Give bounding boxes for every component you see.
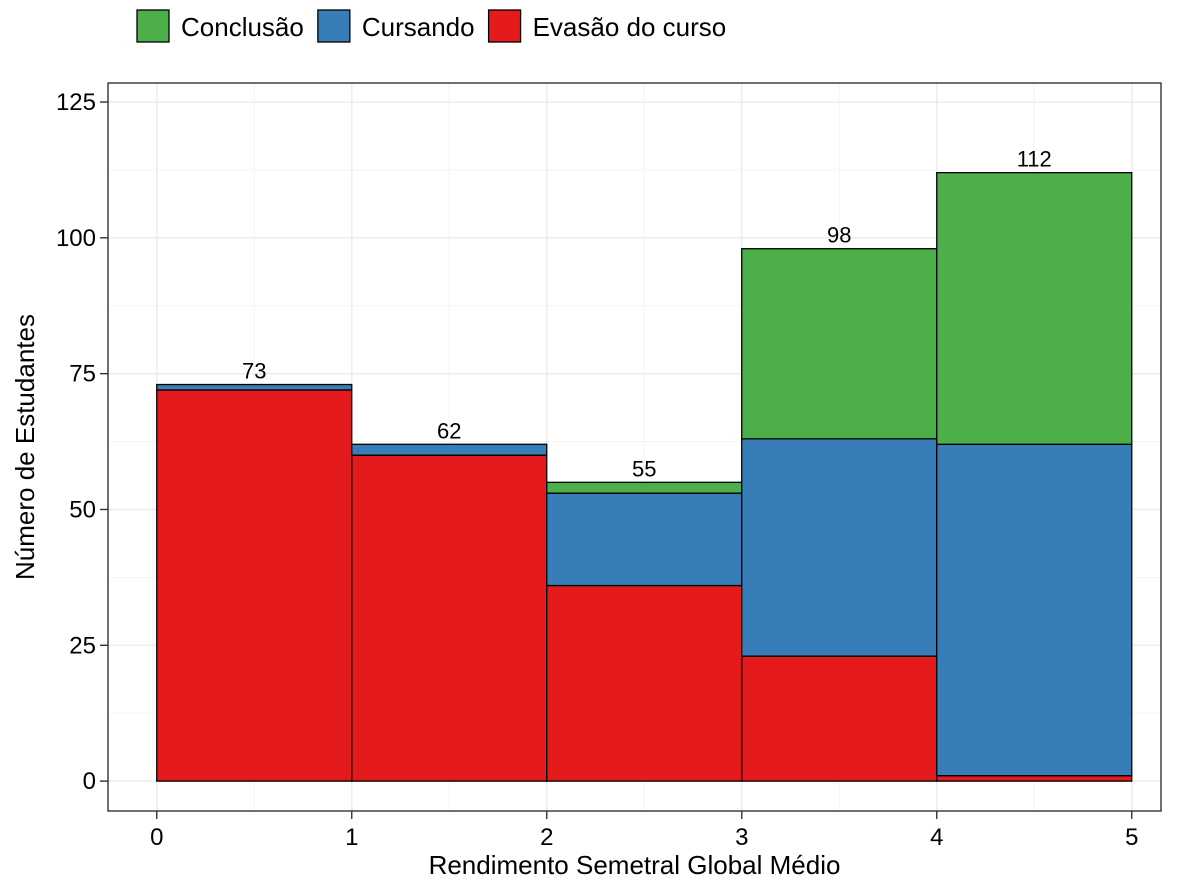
y-tick-label: 75 xyxy=(69,361,96,388)
bar-segment-cursando xyxy=(351,443,548,456)
bar-segment-cursando xyxy=(546,492,743,587)
x-axis-title: Rendimento Semetral Global Médio xyxy=(429,850,841,880)
y-tick-label: 25 xyxy=(69,632,96,659)
bar-segment-evasão-do-curso xyxy=(351,454,548,782)
legend: Conclusão Cursando Evasão do curso xyxy=(136,9,727,43)
x-tick-label: 4 xyxy=(930,824,943,851)
bar-segment-conclusão xyxy=(741,248,938,440)
panel-border xyxy=(107,82,1162,812)
bar-segment-evasão-do-curso xyxy=(156,389,353,782)
legend-swatch xyxy=(487,9,522,43)
y-tick-label: 50 xyxy=(69,496,96,523)
bar-segment-evasão-do-curso xyxy=(741,655,938,782)
y-tick-label: 100 xyxy=(56,225,96,252)
bar-total-label: 73 xyxy=(242,359,266,384)
legend-swatch xyxy=(317,9,351,43)
bar-segment-conclusão xyxy=(936,171,1133,445)
y-tick-label: 125 xyxy=(56,89,96,116)
y-tick-label: 0 xyxy=(83,768,96,795)
x-tick-label: 0 xyxy=(150,824,163,851)
bar-segment-conclusão xyxy=(546,481,743,494)
x-axis: 0 1 2 3 4 5 xyxy=(150,811,1138,851)
bar-total-label: 112 xyxy=(1017,147,1052,172)
legend-item: Evasão do curso xyxy=(487,9,727,43)
legend-label: Conclusão xyxy=(181,12,304,42)
x-tick-label: 1 xyxy=(345,824,358,851)
bar-total-label: 55 xyxy=(632,456,656,481)
x-tick-label: 5 xyxy=(1125,824,1138,851)
y-axis: 0 25 50 75 100 125 xyxy=(56,89,108,795)
legend-label: Cursando xyxy=(362,12,475,42)
bar-segment-evasão-do-curso xyxy=(546,584,743,782)
legend-label: Evasão do curso xyxy=(533,12,727,42)
bar-total-label: 62 xyxy=(437,418,461,443)
legend-swatch xyxy=(136,9,170,43)
bar-segment-cursando xyxy=(741,438,938,657)
bar-segment-evasão-do-curso xyxy=(936,775,1133,782)
legend-item: Conclusão xyxy=(136,9,304,43)
x-tick-label: 2 xyxy=(540,824,553,851)
legend-item: Cursando xyxy=(317,9,475,43)
bar-segment-cursando xyxy=(156,383,353,391)
data-labels: 73 62 55 98 112 xyxy=(242,147,1052,482)
y-axis-title: Número de Estudantes xyxy=(10,314,40,580)
bar-segment-cursando xyxy=(936,443,1133,777)
x-tick-label: 3 xyxy=(735,824,748,851)
bar-total-label: 98 xyxy=(827,223,851,248)
bars xyxy=(156,171,1133,782)
